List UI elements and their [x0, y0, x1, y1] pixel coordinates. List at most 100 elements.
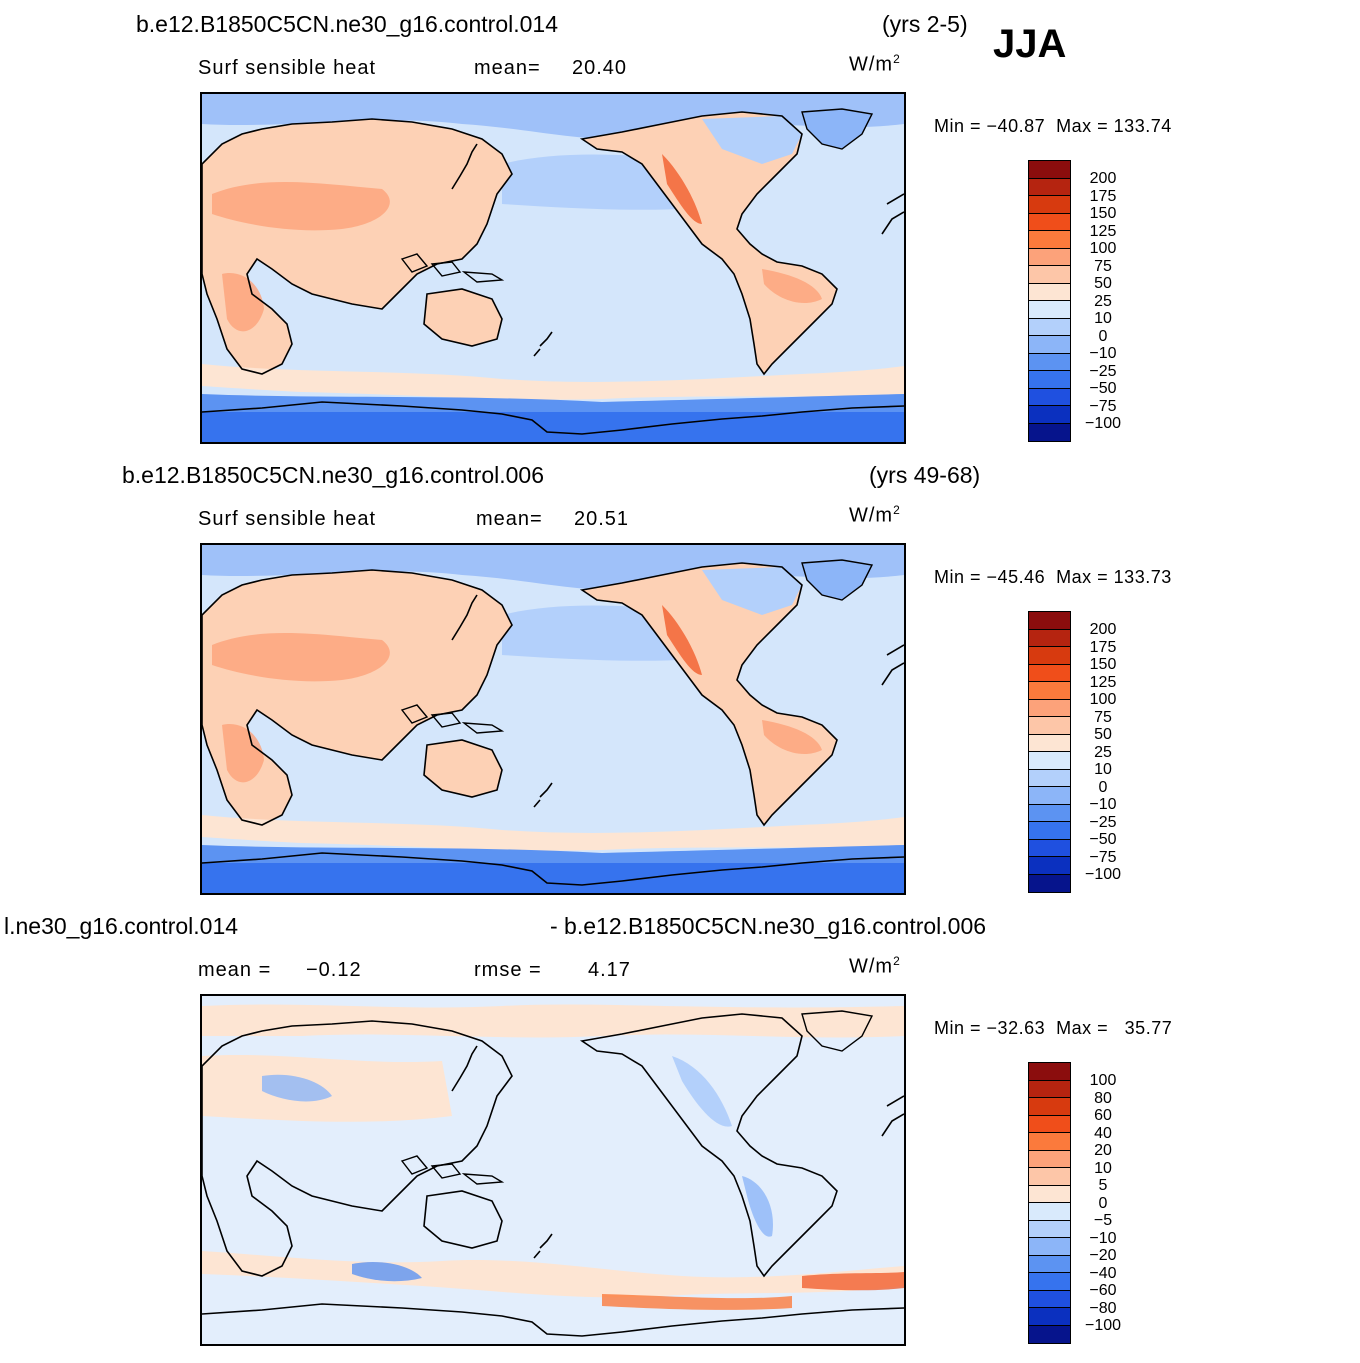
panel2-units: W/m2	[849, 503, 901, 527]
colorbar-diff-label: −20	[1089, 1247, 1117, 1264]
colorbar-label: 25	[1094, 292, 1112, 310]
colorbar-diff-swatch	[1029, 1133, 1070, 1151]
panel2-years: (yrs 49-68)	[869, 462, 981, 488]
colorbar-diff-swatch	[1029, 1255, 1070, 1273]
panel3-map	[200, 994, 906, 1346]
colorbar-swatch	[1029, 178, 1070, 196]
colorbar-swatch	[1029, 822, 1070, 840]
colorbar-swatch	[1029, 857, 1070, 875]
colorbar-label: −25	[1089, 362, 1117, 380]
colorbar-swatch	[1029, 629, 1070, 647]
panel2-mean-value: 20.51	[574, 508, 630, 530]
colorbar-label: 25	[1094, 743, 1112, 761]
panel1-map	[200, 92, 906, 444]
colorbar-swatch	[1029, 318, 1070, 336]
panel1-colorbar	[1028, 160, 1071, 442]
colorbar-swatch	[1029, 213, 1070, 231]
colorbar-label: 125	[1089, 222, 1117, 240]
colorbar-swatch	[1029, 647, 1070, 665]
panel3-units: W/m2	[849, 954, 901, 978]
colorbar-swatch	[1029, 161, 1070, 179]
panel1-years: (yrs 2-5)	[882, 11, 968, 37]
colorbar-label: 125	[1089, 673, 1117, 691]
colorbar-diff-label: 10	[1094, 1159, 1112, 1177]
colorbar-swatch	[1029, 336, 1070, 354]
colorbar-swatch	[1029, 371, 1070, 389]
colorbar-label: 50	[1094, 275, 1112, 292]
colorbar-diff-swatch	[1029, 1290, 1070, 1308]
colorbar-label: −10	[1089, 796, 1117, 813]
colorbar-swatch	[1029, 406, 1070, 424]
colorbar-label: −75	[1089, 397, 1117, 415]
colorbar-diff-swatch	[1029, 1168, 1070, 1186]
colorbar-swatch	[1029, 231, 1070, 249]
panel3-mean-value: −0.12	[306, 959, 362, 981]
panel2-colorbar	[1028, 611, 1071, 893]
colorbar-diff-label: 40	[1094, 1124, 1112, 1142]
colorbar-swatch	[1029, 752, 1070, 770]
colorbar-swatch	[1029, 423, 1070, 441]
colorbar-label: −50	[1089, 831, 1117, 848]
panel2-mean-label: mean=	[476, 508, 543, 530]
panel1-colorbar-labels: 200 175 150 125 100 75 50 25 10 0 −10 −25 −50 −75 −100	[1078, 170, 1128, 433]
panel2-map	[200, 543, 906, 895]
panel1-min-max: Min = −40.87 Max = 133.74	[934, 116, 1172, 136]
colorbar-diff-label: −80	[1089, 1299, 1117, 1317]
panel2-min-max: Min = −45.46 Max = 133.73	[934, 567, 1172, 587]
colorbar-label: 0	[1098, 327, 1108, 345]
colorbar-swatch	[1029, 839, 1070, 857]
colorbar-label: 75	[1094, 708, 1112, 726]
colorbar-label: −100	[1084, 866, 1122, 883]
colorbar-diff-label: 5	[1098, 1177, 1108, 1194]
colorbar-label: 10	[1094, 761, 1112, 778]
panel3-rmse-value: 4.17	[588, 959, 631, 981]
colorbar-label: 175	[1089, 638, 1117, 656]
colorbar-label: −50	[1089, 380, 1117, 397]
colorbar-swatch	[1029, 301, 1070, 319]
colorbar-diff-label: −100	[1084, 1317, 1122, 1334]
colorbar-swatch	[1029, 787, 1070, 805]
colorbar-swatch	[1029, 664, 1070, 682]
colorbar-label: −25	[1089, 813, 1117, 831]
panel3-min-max: Min = −32.63 Max = 35.77	[934, 1018, 1173, 1038]
panel3-case-right: - b.e12.B1850C5CN.ne30_g16.control.006	[550, 913, 987, 939]
colorbar-diff-swatch	[1029, 1150, 1070, 1168]
colorbar-swatch	[1029, 699, 1070, 717]
colorbar-label: −100	[1084, 415, 1122, 432]
colorbar-diff-label: 60	[1094, 1107, 1112, 1124]
colorbar-label: 10	[1094, 310, 1112, 327]
colorbar-label: 150	[1089, 205, 1117, 222]
colorbar-diff-swatch	[1029, 1080, 1070, 1098]
panel3-rmse-label: rmse =	[474, 959, 542, 981]
colorbar-swatch	[1029, 283, 1070, 301]
panel2-colorbar-labels: 200 175 150 125 100 75 50 25 10 0 −10 −25 −50 −75 −100	[1078, 621, 1128, 884]
colorbar-label: 75	[1094, 257, 1112, 275]
colorbar-swatch	[1029, 717, 1070, 735]
panel2-case-title: b.e12.B1850C5CN.ne30_g16.control.006	[122, 462, 544, 488]
colorbar-diff-label: 100	[1089, 1072, 1117, 1089]
colorbar-swatch	[1029, 769, 1070, 787]
colorbar-diff-label: −60	[1089, 1282, 1117, 1299]
colorbar-diff-swatch	[1029, 1098, 1070, 1116]
colorbar-diff-swatch	[1029, 1115, 1070, 1133]
panel1-variable: Surf sensible heat	[198, 57, 377, 79]
colorbar-label: −10	[1089, 345, 1117, 362]
colorbar-diff-label: 80	[1094, 1089, 1112, 1107]
colorbar-label: 175	[1089, 187, 1117, 205]
colorbar-diff-label: −10	[1089, 1229, 1117, 1247]
colorbar-swatch	[1029, 196, 1070, 214]
panel1-units: W/m2	[849, 52, 901, 76]
colorbar-label: 150	[1089, 656, 1117, 673]
colorbar-swatch	[1029, 388, 1070, 406]
panel1-mean-value: 20.40	[572, 57, 628, 79]
colorbar-label: −75	[1089, 848, 1117, 866]
colorbar-diff-swatch	[1029, 1308, 1070, 1326]
colorbar-diff-swatch	[1029, 1063, 1070, 1081]
colorbar-label: 50	[1094, 726, 1112, 743]
colorbar-swatch	[1029, 353, 1070, 371]
colorbar-swatch	[1029, 804, 1070, 822]
colorbar-swatch	[1029, 682, 1070, 700]
colorbar-diff-swatch	[1029, 1203, 1070, 1221]
panel3-mean-label: mean =	[198, 959, 272, 981]
colorbar-diff-swatch	[1029, 1273, 1070, 1291]
